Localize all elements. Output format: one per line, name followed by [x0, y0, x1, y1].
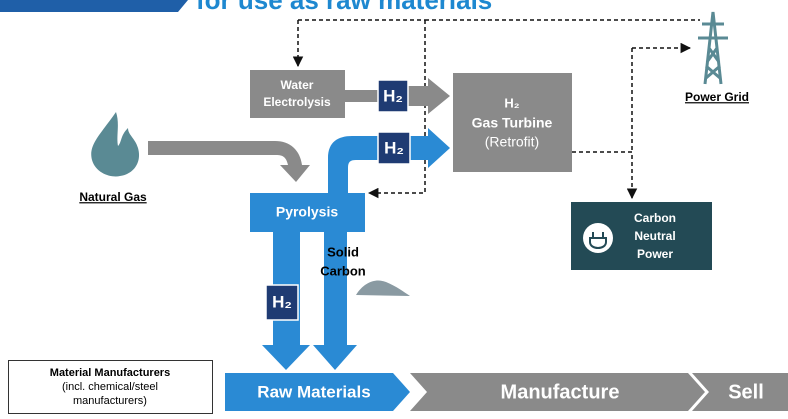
carbon-neutral-label: Carbon [634, 211, 676, 225]
pyrolysis-box [250, 193, 365, 232]
flow-label: Sell [728, 381, 764, 403]
tower-icon [698, 11, 728, 85]
electrolysis-label: Water [281, 78, 314, 92]
solid-carbon-label: Solid [327, 244, 359, 259]
natural-gas-label: Natural Gas [79, 190, 147, 204]
dashed-line [367, 20, 426, 199]
h2-badge [377, 79, 409, 113]
manufacturers-label: Material Manufacturers [50, 367, 170, 379]
turbine-label: Gas Turbine [472, 115, 553, 131]
carbon-neutral-label: Power [637, 247, 673, 261]
h2-badge [377, 131, 411, 165]
flow-step [225, 373, 410, 411]
h2-label: H₂ [383, 86, 403, 105]
electrolysis-label: Electrolysis [263, 95, 331, 109]
manufacturers-box [8, 360, 213, 414]
turbine-box [453, 73, 572, 172]
h2-label: H₂ [272, 292, 292, 311]
dashed-line [298, 19, 700, 66]
flow-label: Raw Materials [257, 382, 370, 401]
header-tab [0, 0, 188, 12]
carbon-neutral-label: Neutral [634, 229, 675, 243]
header-title: for use as raw materials [196, 0, 492, 15]
flow-step [692, 373, 788, 411]
manufacturers-label: (incl. chemical/steel [62, 381, 158, 393]
carbon-pile [356, 280, 410, 296]
turbine-label: H₂ [504, 95, 519, 110]
gray-arrow [345, 90, 378, 102]
dashed-line [572, 151, 638, 200]
blue-arrow [313, 232, 357, 370]
blue-arrow [328, 128, 450, 193]
flame-icon [91, 112, 140, 177]
gray-arrow [408, 78, 450, 114]
turbine-label: (Retrofit) [485, 134, 539, 150]
flow-step [410, 373, 705, 411]
h2-badge [265, 284, 299, 321]
solid-carbon-label: Carbon [320, 263, 366, 278]
power-grid-label: Power Grid [685, 90, 749, 104]
gray-arrow [148, 141, 310, 182]
pyrolysis-label: Pyrolysis [276, 204, 338, 220]
electrolysis-box [250, 70, 345, 118]
h2-label: H₂ [384, 138, 404, 157]
flow-label: Manufacture [501, 381, 620, 403]
plug-icon [589, 232, 607, 250]
manufacturers-label: manufacturers) [73, 395, 147, 407]
